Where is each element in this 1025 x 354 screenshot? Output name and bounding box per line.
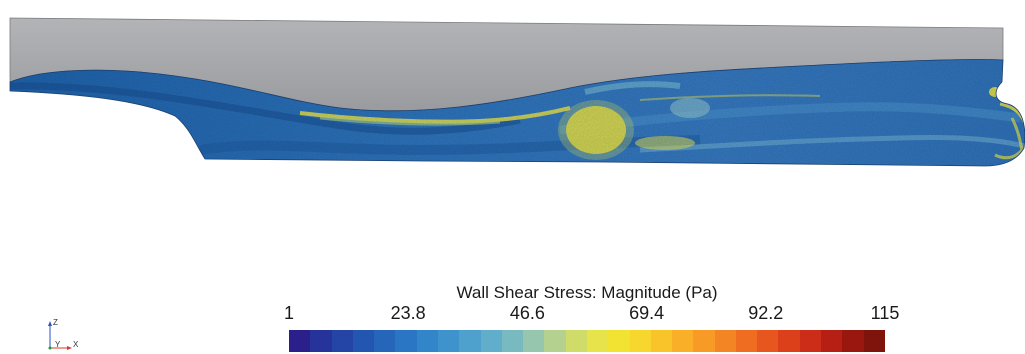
colorbar-swatch: [310, 330, 332, 352]
colorbar-swatch: [501, 330, 524, 352]
colorbar-swatch: [693, 330, 715, 352]
colorbar-swatch: [459, 330, 481, 352]
legend-tick-label: 23.8: [390, 303, 426, 323]
colorbar-swatch: [523, 330, 545, 352]
colorbar-swatch: [629, 330, 651, 352]
colorbar-swatch: [544, 330, 566, 352]
colorbar-swatch: [352, 330, 375, 352]
colorbar-swatch: [821, 330, 843, 352]
colorbar-swatch: [331, 330, 353, 352]
axis-triad-icon[interactable]: [40, 318, 90, 352]
legend-title: Wall Shear Stress: Magnitude (Pa): [456, 283, 718, 302]
colorbar-swatch: [374, 330, 396, 352]
colorbar-swatch: [799, 330, 822, 352]
colorbar-swatch: [586, 330, 609, 352]
colorbar-swatch: [735, 330, 758, 352]
colorbar-swatch: [437, 330, 460, 352]
legend-tick-label: 92.2: [748, 303, 784, 323]
legend-tick-label: 115: [870, 303, 900, 323]
axis-z-label: Z: [53, 318, 58, 327]
legend-tick-label: 46.6: [509, 303, 545, 323]
colorbar: [289, 330, 885, 352]
colorbar-swatch: [395, 330, 417, 352]
colorbar-swatch: [650, 330, 673, 352]
colorbar-swatch: [289, 330, 311, 352]
axis-x-label: X: [73, 340, 79, 349]
colorbar-swatch: [714, 330, 736, 352]
colorbar-swatch: [608, 330, 630, 352]
colorbar-swatch: [416, 330, 438, 352]
colorbar-swatch: [842, 330, 864, 352]
colorbar-swatch: [672, 330, 694, 352]
legend-tick-label: 69.4: [629, 303, 665, 323]
legend-tick-label: 1: [283, 303, 295, 323]
colorbar-swatch: [480, 330, 502, 352]
colorbar-swatch: [778, 330, 800, 352]
colorbar-swatch: [863, 330, 885, 352]
colorbar-swatch: [757, 330, 779, 352]
axis-y-label: Y: [55, 340, 61, 349]
colorbar-swatch: [565, 330, 587, 352]
